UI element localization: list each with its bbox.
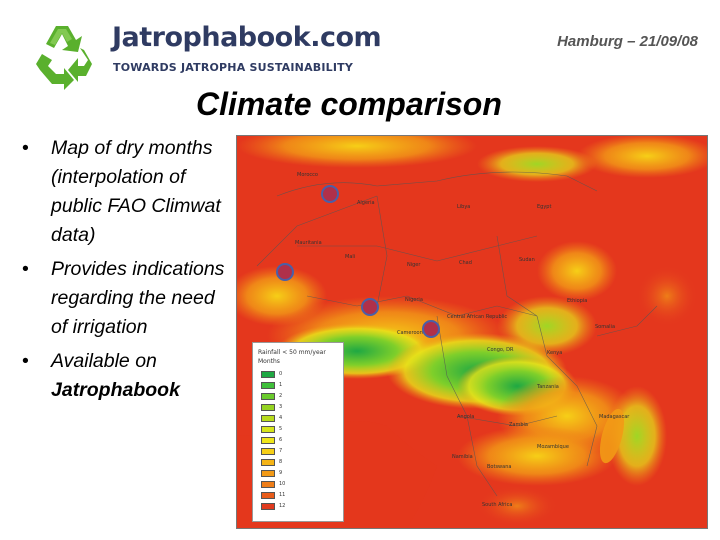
map-label: Niger [407, 262, 421, 268]
map-label: Chad [459, 260, 472, 266]
map-label: Congo, DR [487, 347, 514, 353]
legend-item: 3 [261, 404, 321, 411]
legend-swatch [261, 371, 275, 378]
map-label: Tanzania [536, 384, 559, 390]
legend-item: 2 [261, 393, 321, 400]
legend-item: 7 [261, 448, 321, 455]
legend-swatch [261, 470, 275, 477]
map-label: Angola [457, 414, 474, 420]
legend-item: 9 [261, 470, 321, 477]
bullet-item: • Available on Jatrophabook [20, 347, 230, 405]
legend-label: 0 [279, 371, 283, 377]
jatrophabook-link-text: Jatrophabook [51, 379, 180, 401]
legend-item: 4 [261, 415, 321, 422]
map-label: Madagascar [599, 414, 630, 420]
bullet-item: • Map of dry months (interpolation of pu… [20, 134, 230, 250]
bullet-text: Map of dry months (interpolation of publ… [51, 137, 221, 246]
brand-tagline: TOWARDS JATROPHA SUSTAINABILITY [113, 61, 354, 74]
location-marker [276, 263, 294, 281]
legend-label: 1 [279, 382, 283, 388]
legend-swatch [261, 503, 275, 510]
bullet-icon: • [22, 350, 29, 372]
bullet-item: • Provides indications regarding the nee… [20, 255, 230, 342]
legend-swatch [261, 426, 275, 433]
legend-item: 1 [261, 382, 321, 389]
legend-label: 4 [279, 415, 283, 421]
legend-swatch [261, 393, 275, 400]
legend-subtitle: Months [258, 358, 280, 365]
legend-item: 6 [261, 437, 321, 444]
map-label: Cameroon [397, 330, 423, 336]
map-label: Nigeria [405, 297, 423, 303]
map-label: Ethiopia [567, 298, 587, 304]
map-label: Algeria [357, 200, 375, 206]
legend-title: Rainfall < 50 mm/year [258, 349, 326, 356]
map-label: South Africa [482, 502, 512, 508]
brand-name: Jatrophabook.com [112, 22, 382, 53]
bullet-icon: • [22, 258, 29, 280]
bullet-list: • Map of dry months (interpolation of pu… [20, 134, 230, 410]
legend-swatch [261, 437, 275, 444]
legend-swatch [261, 415, 275, 422]
event-date: Hamburg – 21/09/08 [557, 33, 698, 50]
legend-swatch [261, 492, 275, 499]
legend-swatch [261, 459, 275, 466]
slide-title: Climate comparison [196, 86, 502, 122]
legend-label: 9 [279, 470, 283, 476]
legend-swatch [261, 404, 275, 411]
map-label: Kenya [547, 350, 562, 356]
bullet-text: Provides indications regarding the need … [51, 258, 225, 338]
map-label: Central African Republic [447, 314, 507, 320]
legend-label: 6 [279, 437, 283, 443]
legend-label: 12 [279, 503, 286, 509]
map-label: Botswana [487, 464, 511, 470]
legend-label: 10 [279, 481, 286, 487]
location-marker [361, 298, 379, 316]
map-label: Mozambique [537, 444, 569, 450]
map-label: Morocco [297, 172, 318, 178]
recycle-icon [34, 20, 98, 92]
map-label: Libya [457, 204, 470, 210]
location-marker [422, 320, 440, 338]
location-marker [321, 185, 339, 203]
legend-label: 2 [279, 393, 283, 399]
map-label: Mali [345, 254, 355, 260]
bullet-icon: • [22, 137, 29, 159]
map-label: Sudan [519, 257, 535, 263]
legend-label: 7 [279, 448, 283, 454]
legend-swatch [261, 481, 275, 488]
legend-label: 5 [279, 426, 283, 432]
legend-label: 11 [279, 492, 286, 498]
map-label: Egypt [537, 204, 551, 210]
legend-swatch [261, 382, 275, 389]
legend-item: 11 [261, 492, 321, 499]
map-label: Mauritania [295, 240, 322, 246]
map-label: Zambia [509, 422, 528, 428]
map-label: Namibia [452, 454, 473, 460]
legend-item: 5 [261, 426, 321, 433]
legend-swatch [261, 448, 275, 455]
legend-item: 8 [261, 459, 321, 466]
legend-item: 10 [261, 481, 321, 488]
legend-item: 0 [261, 371, 321, 378]
legend-label: 3 [279, 404, 283, 410]
map-label: Somalia [595, 324, 615, 330]
legend-item: 12 [261, 503, 321, 510]
bullet-text: Available on [51, 350, 157, 372]
legend-label: 8 [279, 459, 283, 465]
